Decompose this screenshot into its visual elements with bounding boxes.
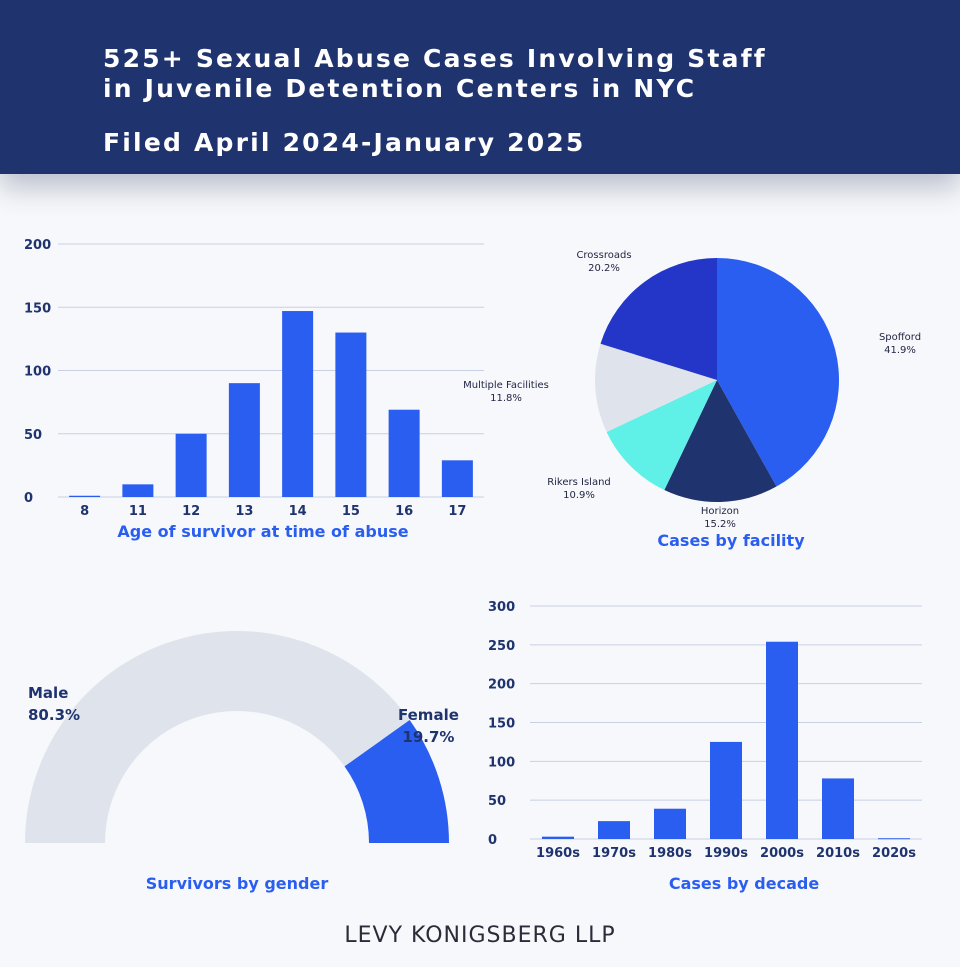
bar [878, 838, 910, 840]
bar [388, 409, 420, 497]
pie-slice [717, 258, 839, 487]
slice-label: Crossroads [576, 250, 631, 261]
bar [710, 741, 742, 839]
slice-label: Spofford [879, 332, 921, 343]
bar [335, 332, 367, 497]
y-tick-label: 250 [488, 639, 515, 654]
y-tick-label: 200 [24, 238, 51, 253]
bar [175, 433, 207, 497]
y-tick-label: 300 [488, 600, 515, 615]
x-tick-label: 2020s [872, 846, 916, 861]
bar [766, 641, 798, 839]
gender-male-name: Male [28, 684, 69, 702]
decade-chart-title: Cases by decade [668, 874, 820, 893]
age-chart-title: Age of survivor at time of abuse [117, 522, 409, 541]
subtitle: Filed April 2024-January 2025 [103, 128, 586, 157]
x-tick-label: 17 [448, 504, 466, 519]
slice-percent: 11.8% [490, 393, 522, 404]
y-tick-label: 0 [488, 833, 497, 848]
pie-slice [600, 258, 717, 380]
slice-percent: 20.2% [588, 263, 620, 274]
y-tick-label: 100 [24, 365, 51, 380]
y-tick-label: 100 [488, 755, 515, 770]
bar [228, 383, 260, 497]
bar [441, 460, 473, 497]
x-tick-label: 15 [342, 504, 360, 519]
slice-label: Rikers Island [547, 477, 611, 488]
bar [122, 484, 154, 497]
header-banner: 525+ Sexual Abuse Cases Involving Staff … [0, 0, 960, 174]
gauge-segment [344, 720, 449, 843]
y-tick-label: 50 [24, 428, 42, 443]
gender-female-label: Female 19.7% [398, 706, 459, 746]
facility-chart-title: Cases by facility [657, 531, 805, 550]
x-tick-label: 13 [235, 504, 253, 519]
y-tick-label: 50 [488, 794, 506, 809]
x-tick-label: 11 [129, 504, 147, 519]
gender-chart-title: Survivors by gender [145, 874, 329, 893]
bar [822, 778, 854, 839]
gender-male-pct: 80.3% [28, 706, 81, 724]
x-tick-label: 16 [395, 504, 413, 519]
x-tick-label: 12 [182, 504, 200, 519]
slice-percent: 41.9% [884, 345, 916, 356]
gender-male-label: Male 80.3% [28, 684, 80, 724]
x-tick-label: 14 [289, 504, 307, 519]
title-line-1: 525+ Sexual Abuse Cases Involving Staff [103, 44, 767, 73]
y-tick-label: 150 [488, 717, 515, 732]
gender-female-name: Female [398, 706, 459, 724]
gauge-segment [25, 630, 410, 843]
gender-female-pct: 19.7% [402, 728, 455, 746]
bar [542, 836, 574, 839]
pie-slice [595, 343, 717, 432]
firm-name: LEVY KONIGSBERG LLP [344, 923, 616, 948]
slice-label: Multiple Facilities [463, 380, 549, 391]
y-tick-label: 0 [24, 491, 33, 506]
bar [654, 808, 686, 839]
y-tick-label: 200 [488, 678, 515, 693]
pie-slice [606, 380, 717, 491]
slice-label: Horizon [701, 506, 739, 517]
x-tick-label: 2000s [760, 846, 804, 861]
slice-percent: 15.2% [704, 519, 736, 530]
x-tick-label: 8 [80, 504, 89, 519]
bar [282, 311, 314, 497]
pie-slice [664, 380, 777, 502]
slice-percent: 10.9% [563, 490, 595, 501]
x-tick-label: 2010s [816, 846, 860, 861]
y-tick-label: 150 [24, 301, 51, 316]
x-tick-label: 1970s [592, 846, 636, 861]
title-line-2: in Juvenile Detention Centers in NYC [103, 74, 697, 103]
x-tick-label: 1980s [648, 846, 692, 861]
bar [69, 495, 101, 497]
bar [598, 821, 630, 839]
x-tick-label: 1990s [704, 846, 748, 861]
x-tick-label: 1960s [536, 846, 580, 861]
